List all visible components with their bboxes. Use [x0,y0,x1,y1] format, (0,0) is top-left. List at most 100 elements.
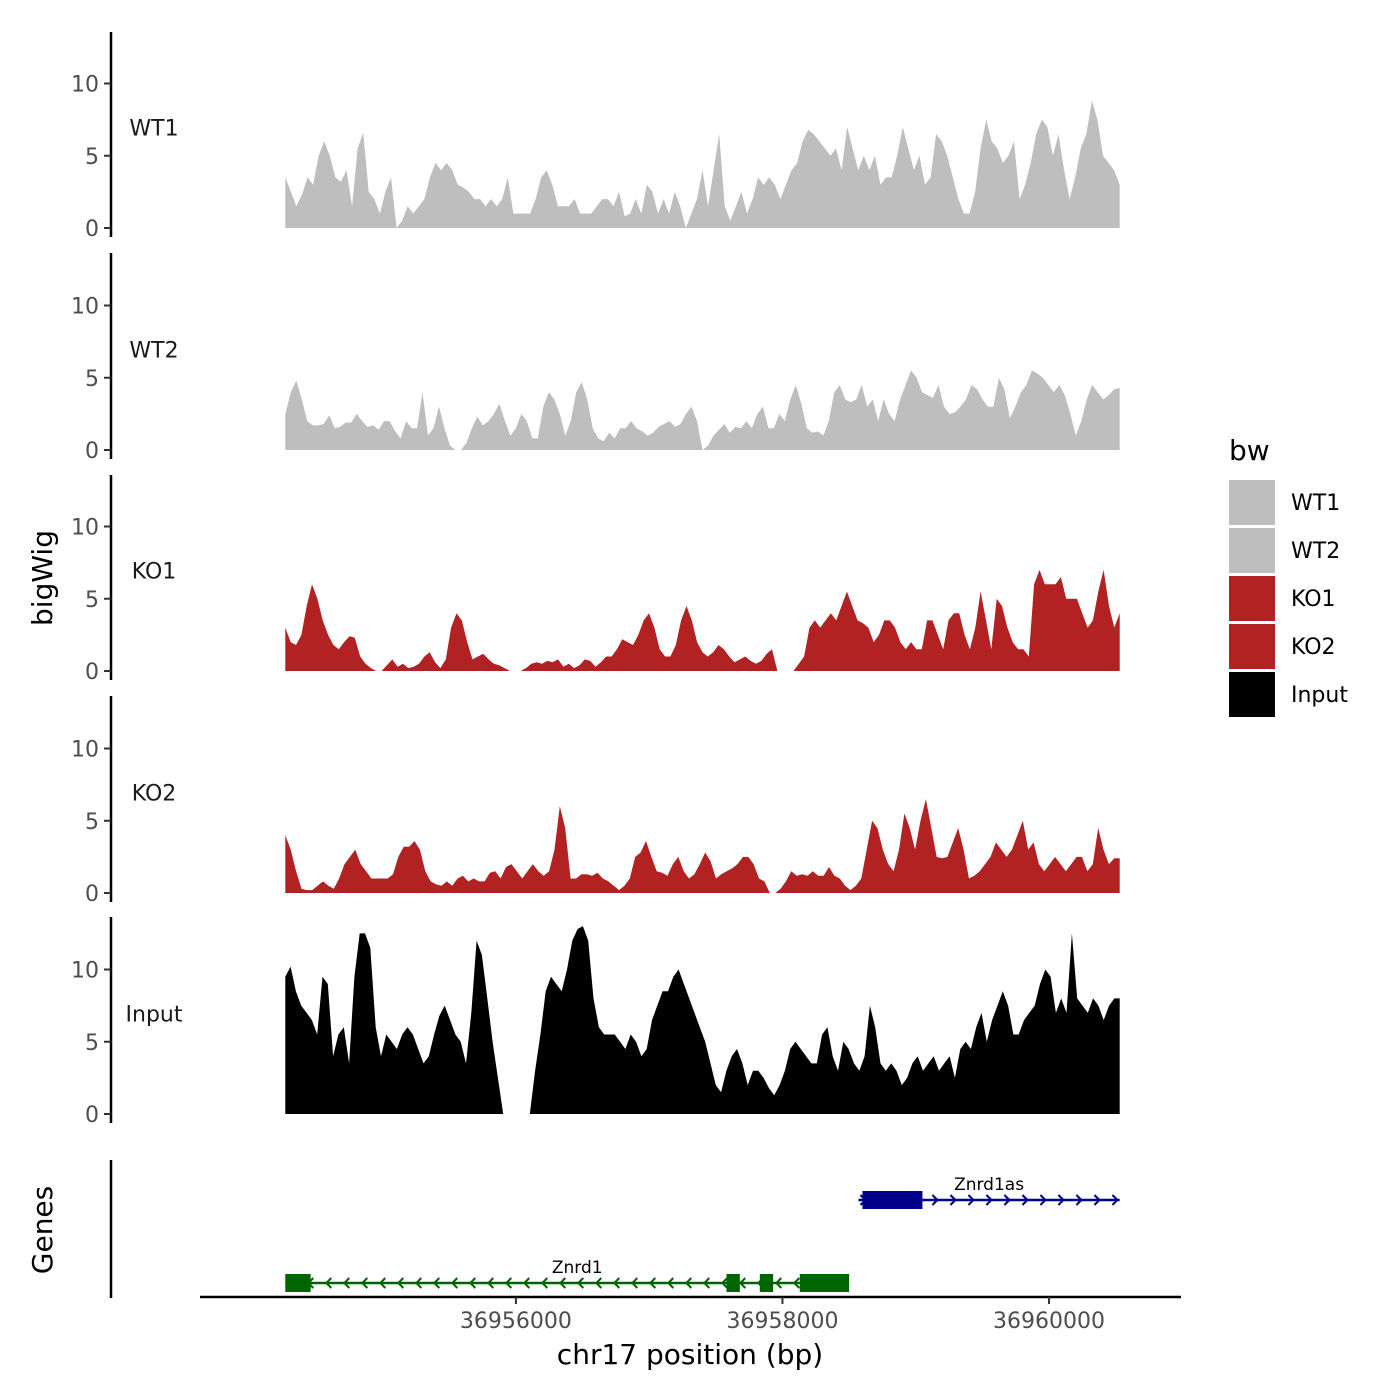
track-label-Input: Input [126,1003,183,1028]
strand-arrow-icon [414,1277,423,1289]
legend-label: KO2 [1291,635,1336,660]
exon [862,1191,923,1209]
legend-item-Input: Input [1229,672,1348,717]
area-KO1 [285,569,1120,671]
y-tick-label: 5 [85,810,99,835]
legend-item-WT1: WT1 [1229,480,1340,525]
legend-title: bw [1229,434,1270,467]
legend-item-KO1: KO1 [1229,576,1336,621]
legend-label: Input [1291,683,1348,708]
strand-arrow-icon [774,1277,783,1289]
track-panel-WT2: 0 5 10 WT2 [71,253,1120,464]
y-tick-label: 10 [71,73,99,98]
y-tick-label: 10 [71,959,99,984]
strand-arrow-icon [450,1277,459,1289]
strand-arrow-icon [378,1277,387,1289]
strand-arrow-icon [931,1194,939,1206]
strand-arrow-icon [949,1194,957,1206]
strand-arrow-icon [1075,1194,1083,1206]
y-axis-title: bigWig [26,530,59,626]
strand-arrow-icon [648,1277,657,1289]
y-tick-label: 10 [71,295,99,320]
track-label-WT2: WT2 [129,339,178,364]
gene-Znrd1as: Znrd1as [858,1175,1120,1209]
legend-swatch [1229,528,1275,573]
y-tick-label: 0 [85,439,99,464]
track-panel-Input: 0 5 10 Input [71,917,1120,1128]
strand-arrow-icon [1003,1194,1011,1206]
strand-arrow-icon [540,1277,549,1289]
strand-arrow-icon [1057,1194,1065,1206]
exon [759,1274,774,1292]
strand-arrow-icon [666,1277,675,1289]
legend-swatch [1229,672,1275,717]
y-tick-label: 5 [85,145,99,170]
x-tick-label: 36958000 [726,1309,838,1334]
strand-arrow-icon [522,1277,531,1289]
strand-arrow-icon [432,1277,441,1289]
strand-arrow-icon [967,1194,975,1206]
exon [799,1274,850,1292]
y-tick-label: 0 [85,1103,99,1128]
strand-arrow-icon [1093,1194,1101,1206]
y-tick-label: 0 [85,660,99,685]
strand-arrow-icon [684,1277,693,1289]
strand-arrow-icon [558,1277,567,1289]
strand-arrow-icon [324,1277,333,1289]
track-label-KO1: KO1 [132,560,177,585]
genes-axis-title: Genes [26,1186,59,1274]
strand-arrow-icon [1021,1194,1029,1206]
y-tick-label: 0 [85,882,99,907]
track-label-WT1: WT1 [129,117,178,142]
y-tick-label: 5 [85,588,99,613]
strand-arrow-icon [504,1277,513,1289]
strand-arrow-icon [792,1277,801,1289]
gene-track: Znrd1as Znrd1 [109,1160,1120,1298]
strand-arrow-icon [738,1277,747,1289]
strand-arrow-icon [630,1277,639,1289]
strand-arrow-icon [702,1277,711,1289]
strand-arrow-icon [985,1194,993,1206]
strand-arrow-icon [720,1277,729,1289]
track-label-KO2: KO2 [132,782,177,807]
strand-arrow-icon [360,1277,369,1289]
y-tick-label: 5 [85,1031,99,1056]
y-tick-label: 5 [85,367,99,392]
area-WT1 [285,100,1120,228]
legend-item-KO2: KO2 [1229,624,1336,669]
strand-arrow-icon [342,1277,351,1289]
strand-arrow-icon [612,1277,621,1289]
legend-label: WT2 [1291,539,1340,564]
area-Input [285,926,1120,1114]
strand-arrow-icon [1111,1194,1119,1206]
legend-swatch [1229,624,1275,669]
track-panel-WT1: 0 5 10 WT1 [71,32,1120,242]
bigwig-tracks: 0 5 10 WT1 0 5 10 WT2 0 5 10 KO1 0 5 10 KO2 0 5 10 Input [71,32,1120,1128]
legend-swatch [1229,480,1275,525]
strand-arrow-icon [396,1277,405,1289]
exon [285,1274,311,1292]
strand-arrow-icon [1039,1194,1047,1206]
x-axis-title: chr17 position (bp) [557,1338,823,1371]
strand-arrow-icon [468,1277,477,1289]
exon [726,1274,740,1292]
legend-label: WT1 [1291,491,1340,516]
area-WT2 [285,370,1120,450]
y-tick-label: 10 [71,738,99,763]
area-KO2 [285,799,1120,893]
track-panel-KO1: 0 5 10 KO1 [71,475,1120,685]
legend-swatch [1229,576,1275,621]
legend-item-WT2: WT2 [1229,528,1340,573]
strand-arrow-icon [576,1277,585,1289]
gene-label: Znrd1as [954,1175,1024,1195]
legend: bw WT1 WT2 KO1 KO2 Input [1229,434,1348,717]
x-tick-label: 36956000 [460,1309,572,1334]
x-axis: 36956000 36958000 36960000 [200,1295,1181,1334]
track-panel-KO2: 0 5 10 KO2 [71,696,1120,907]
gene-label: Znrd1 [552,1258,603,1278]
x-tick-label: 36960000 [993,1309,1105,1334]
legend-label: KO1 [1291,587,1336,612]
strand-arrow-icon [594,1277,603,1289]
strand-arrow-icon [486,1277,495,1289]
